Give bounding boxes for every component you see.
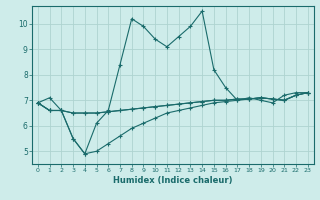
X-axis label: Humidex (Indice chaleur): Humidex (Indice chaleur) [113, 176, 233, 185]
